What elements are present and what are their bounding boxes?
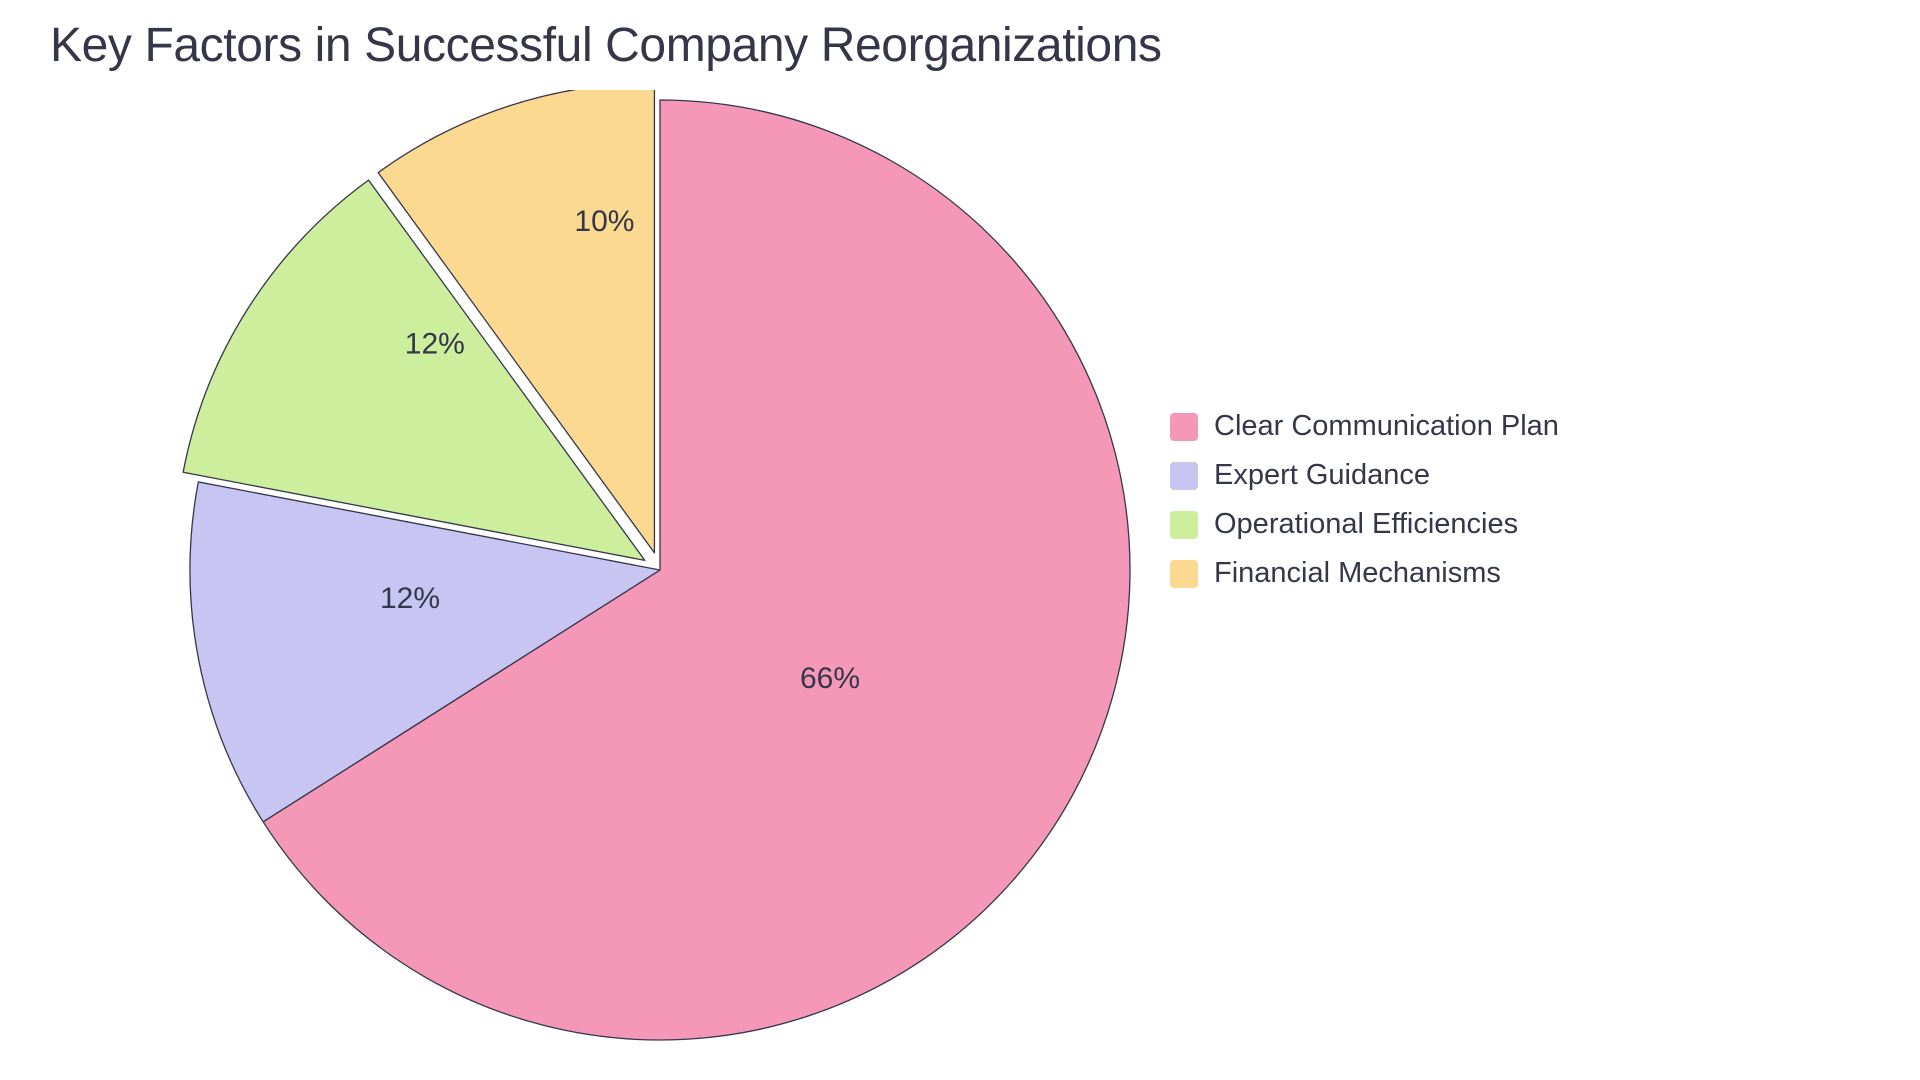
legend-label: Financial Mechanisms bbox=[1214, 557, 1501, 590]
legend-item: Operational Efficiencies bbox=[1170, 508, 1559, 541]
slice-label: 66% bbox=[800, 662, 860, 695]
legend-swatch bbox=[1170, 560, 1198, 588]
legend-label: Expert Guidance bbox=[1214, 459, 1430, 492]
legend-swatch bbox=[1170, 511, 1198, 539]
legend-item: Expert Guidance bbox=[1170, 459, 1559, 492]
legend-item: Financial Mechanisms bbox=[1170, 557, 1559, 590]
slice-label: 12% bbox=[380, 582, 440, 615]
chart-title: Key Factors in Successful Company Reorga… bbox=[50, 18, 1162, 73]
legend: Clear Communication Plan Expert Guidance O… bbox=[1170, 410, 1559, 606]
legend-label: Operational Efficiencies bbox=[1214, 508, 1518, 541]
slice-label: 10% bbox=[574, 205, 634, 238]
legend-label: Clear Communication Plan bbox=[1214, 410, 1559, 443]
legend-swatch bbox=[1170, 462, 1198, 490]
pie-chart: 66% 12% 12% 10% bbox=[160, 90, 1160, 1080]
legend-swatch bbox=[1170, 413, 1198, 441]
slice-label: 12% bbox=[405, 327, 465, 360]
legend-item: Clear Communication Plan bbox=[1170, 410, 1559, 443]
